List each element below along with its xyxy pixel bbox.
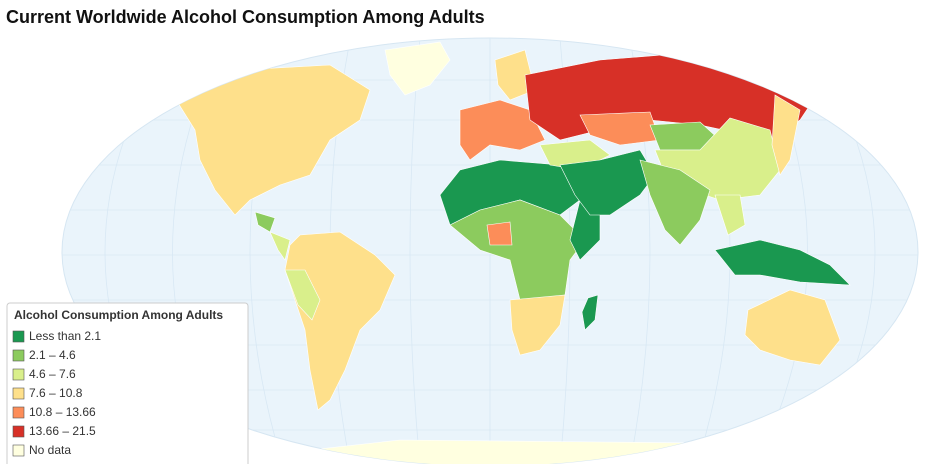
legend-swatch [12, 349, 25, 362]
legend-box [6, 302, 249, 464]
southeast-asia [714, 194, 746, 236]
australia [744, 289, 841, 366]
legend-swatch [12, 387, 25, 400]
legend-label: Less than 2.1 [29, 329, 101, 343]
legend-title: Alcohol Consumption Among Adults [14, 308, 223, 322]
south-america [284, 231, 396, 411]
legend-swatch [12, 425, 25, 438]
legend-label: No data [29, 443, 71, 457]
legend-swatch [12, 330, 25, 343]
legend-swatch [12, 406, 25, 419]
north-america [169, 64, 371, 216]
western-europe [459, 99, 546, 161]
madagascar [581, 294, 599, 331]
southern-africa [509, 294, 566, 356]
legend-swatch [12, 368, 25, 381]
alaska [147, 71, 173, 91]
central-africa [449, 199, 586, 301]
legend-label: 2.1 – 4.6 [29, 348, 76, 362]
middle-east [559, 149, 656, 216]
andes [284, 269, 321, 321]
legend-label: 7.6 – 10.8 [29, 386, 83, 400]
legend: Alcohol Consumption Among Adults Less th… [6, 302, 249, 464]
india [639, 159, 711, 246]
japan [771, 94, 801, 176]
nigeria [486, 221, 513, 246]
title: Current Worldwide Alcohol Consumption Am… [6, 7, 485, 27]
central-america-south [269, 231, 291, 261]
legend-label: 4.6 – 7.6 [29, 367, 76, 381]
central-russia-south [579, 111, 661, 146]
indonesia [714, 239, 851, 286]
scandinavia [494, 49, 536, 101]
greenland [384, 41, 451, 96]
legend-swatch [12, 444, 25, 457]
legend-label: 10.8 – 13.66 [29, 405, 96, 419]
legend-label: 13.66 – 21.5 [29, 424, 96, 438]
